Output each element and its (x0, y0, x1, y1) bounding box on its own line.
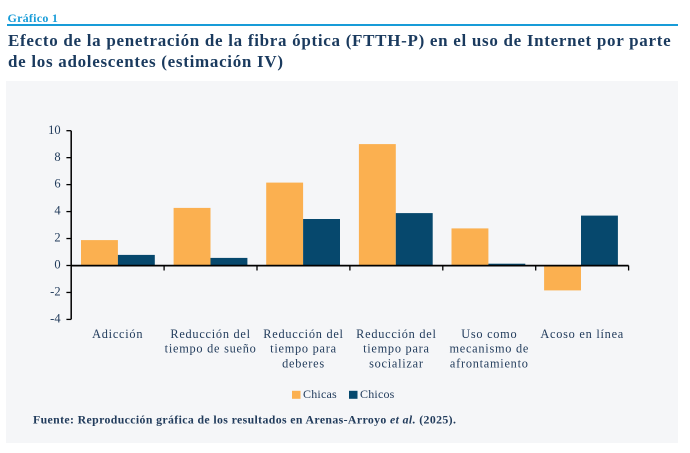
svg-text:tiempo para: tiempo para (363, 342, 430, 356)
svg-text:tiempo para: tiempo para (270, 342, 337, 356)
svg-text:Acoso en línea: Acoso en línea (540, 327, 624, 341)
svg-text:Reducción del: Reducción del (263, 327, 343, 341)
svg-text:afrontamiento: afrontamiento (450, 357, 529, 371)
svg-text:Reducción del: Reducción del (170, 327, 250, 341)
svg-text:socializar: socializar (369, 357, 424, 371)
svg-text:mecanismo de: mecanismo de (449, 342, 529, 356)
svg-text:10: 10 (48, 123, 61, 137)
svg-text:Reducción del: Reducción del (356, 327, 436, 341)
svg-text:tiempo de sueño: tiempo de sueño (165, 342, 257, 356)
svg-text:Fuente: Reproducción gráfica d: Fuente: Reproducción gráfica de los resu… (33, 413, 456, 427)
svg-text:-4: -4 (50, 312, 61, 326)
svg-text:Adicción: Adicción (92, 327, 143, 341)
svg-text:2: 2 (54, 231, 60, 245)
svg-text:Uso como: Uso como (461, 327, 517, 341)
svg-text:deberes: deberes (282, 357, 325, 371)
svg-text:-2: -2 (50, 285, 60, 299)
svg-text:6: 6 (54, 177, 60, 191)
svg-text:Chicos: Chicos (360, 387, 395, 401)
svg-text:8: 8 (54, 150, 60, 164)
svg-text:0: 0 (54, 258, 60, 272)
svg-text:Chicas: Chicas (303, 387, 337, 401)
svg-text:4: 4 (54, 204, 61, 218)
